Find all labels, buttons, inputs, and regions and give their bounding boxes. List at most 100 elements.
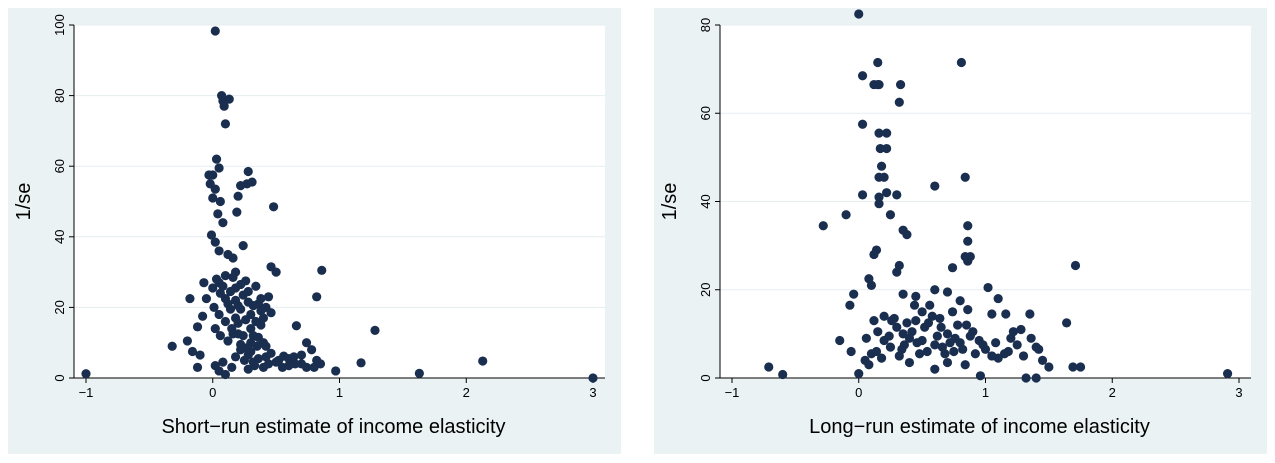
data-point: [236, 181, 246, 191]
data-point: [214, 246, 224, 256]
data-point: [251, 281, 261, 291]
data-point: [869, 249, 879, 260]
data-point: [961, 320, 972, 330]
data-point: [206, 230, 217, 240]
data-point: [301, 362, 312, 373]
data-point: [218, 357, 228, 367]
data-point: [201, 293, 212, 304]
data-point: [930, 364, 940, 374]
y-axis-title: 1/se: [13, 183, 35, 221]
data-point: [987, 309, 997, 319]
data-point: [864, 360, 874, 370]
data-point: [1031, 373, 1041, 383]
data-point: [208, 193, 218, 203]
data-point: [1012, 340, 1022, 350]
data-point: [218, 218, 228, 228]
data-point: [875, 143, 885, 154]
data-point: [871, 346, 882, 357]
data-point: [204, 170, 214, 180]
data-point: [950, 333, 960, 343]
data-point: [243, 286, 253, 297]
data-point: [953, 320, 963, 330]
data-point: [1070, 260, 1081, 271]
data-point: [307, 345, 317, 355]
data-point: [370, 325, 380, 335]
data-point: [291, 321, 302, 331]
y-tick-label: 60: [698, 106, 713, 120]
data-point: [955, 296, 965, 306]
y-axis-title: 1/se: [659, 183, 681, 221]
x-axis-title: Short−run estimate of income elasticity: [161, 416, 505, 438]
data-point: [220, 119, 231, 129]
data-point: [845, 300, 855, 310]
data-point: [927, 311, 937, 321]
data-point: [214, 309, 224, 320]
data-point: [914, 349, 925, 359]
data-point: [987, 351, 997, 361]
data-point: [1003, 346, 1013, 357]
y-tick-label: 40: [698, 194, 713, 208]
data-point: [296, 350, 307, 360]
data-point: [873, 57, 883, 68]
data-point: [849, 289, 859, 299]
y-tick-label: 80: [52, 88, 67, 102]
data-point: [210, 237, 220, 247]
data-point: [874, 128, 884, 138]
data-point: [271, 357, 281, 367]
data-point: [960, 172, 970, 182]
data-point: [315, 359, 326, 369]
data-point: [243, 350, 253, 360]
data-point: [854, 9, 864, 19]
data-point: [1037, 355, 1048, 365]
data-point: [243, 297, 253, 307]
data-point: [1075, 362, 1086, 372]
x-tick-label: −1: [79, 385, 94, 400]
data-point: [215, 331, 225, 341]
data-point: [331, 366, 341, 376]
data-point: [857, 119, 868, 129]
data-point: [236, 279, 246, 290]
data-point: [192, 362, 203, 373]
data-point: [228, 272, 238, 282]
data-point: [930, 285, 940, 295]
x-tick-label: 1: [982, 385, 989, 400]
data-point: [857, 190, 868, 200]
data-point: [301, 338, 312, 348]
data-point: [233, 191, 243, 201]
data-point: [220, 316, 231, 327]
data-point: [225, 304, 236, 314]
y-tick-label: 100: [52, 14, 67, 36]
x-axis-title: Long−run estimate of income elasticity: [809, 416, 1150, 438]
data-point: [258, 313, 269, 323]
data-point: [208, 283, 218, 293]
data-point: [876, 353, 887, 363]
data-point: [210, 184, 220, 194]
data-point: [922, 346, 932, 357]
data-point: [947, 263, 958, 273]
x-tick-label: 2: [463, 385, 470, 400]
data-point: [243, 166, 253, 177]
data-point: [965, 331, 975, 341]
data-point: [898, 225, 908, 235]
data-point: [854, 368, 864, 379]
x-tick-label: 1: [336, 385, 343, 400]
data-point: [1026, 333, 1036, 343]
data-point: [1001, 309, 1011, 319]
data-point: [256, 293, 266, 304]
data-point: [228, 329, 238, 339]
x-tick-label: 3: [1235, 385, 1242, 400]
data-point: [876, 161, 887, 171]
data-point: [882, 128, 892, 138]
data-point: [897, 344, 907, 354]
data-point: [879, 311, 889, 321]
data-point: [920, 322, 930, 332]
data-point: [960, 360, 970, 370]
data-point: [892, 322, 902, 332]
data-point: [874, 172, 884, 182]
x-tick-label: 0: [209, 385, 216, 400]
x-tick-label: 2: [1109, 385, 1116, 400]
data-point: [975, 371, 986, 381]
data-point: [187, 346, 198, 357]
data-point: [185, 293, 195, 304]
data-point: [942, 287, 953, 297]
